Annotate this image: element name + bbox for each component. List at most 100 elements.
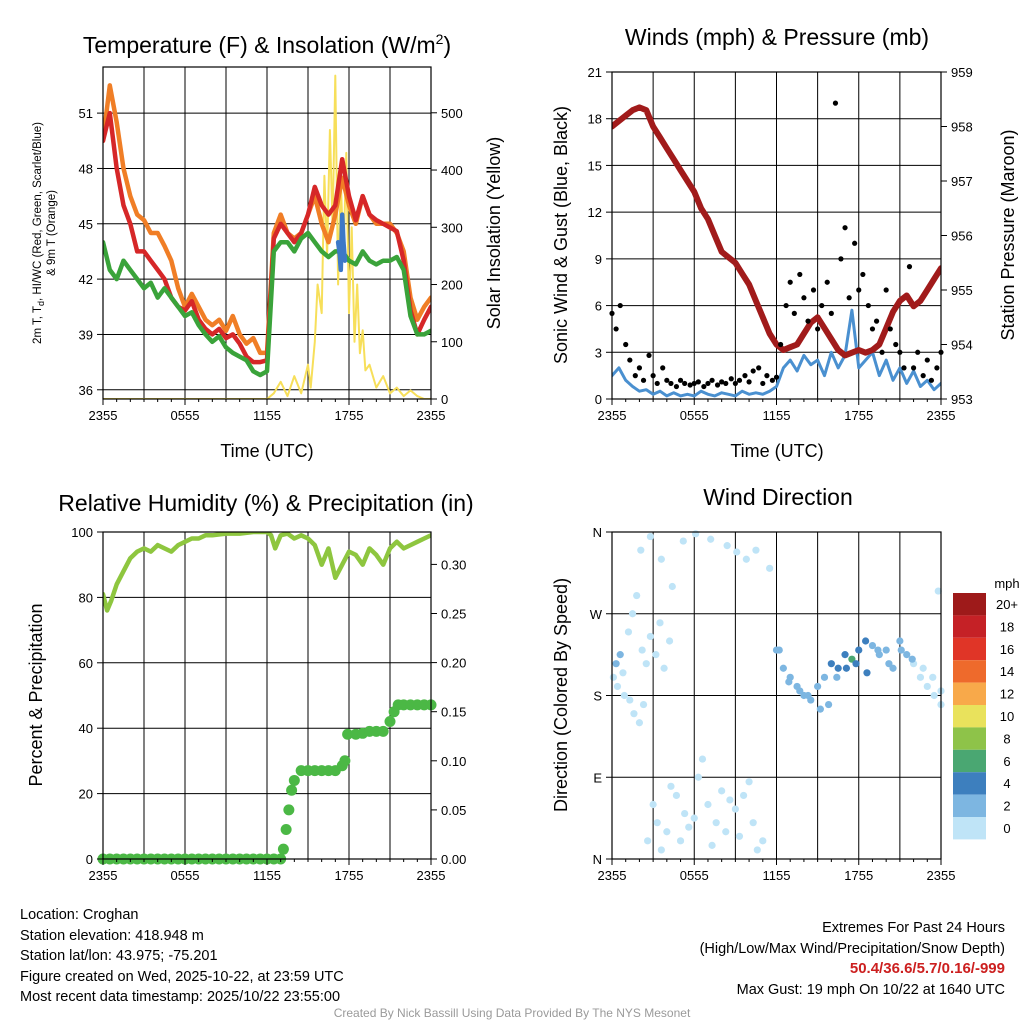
rh-y2tick-label: 0.20 xyxy=(441,656,466,671)
gust-point xyxy=(714,382,721,388)
gust-point xyxy=(632,373,638,379)
gust-point xyxy=(613,326,619,332)
colorbar-swatch xyxy=(953,660,986,683)
direction-point xyxy=(668,582,676,591)
rh-title: Relative Humidity (%) & Precipitation (i… xyxy=(58,490,473,516)
gust-point xyxy=(682,380,688,387)
direction-point xyxy=(698,755,707,763)
gust-point xyxy=(852,240,858,246)
rh-y2tick-label: 0.00 xyxy=(441,852,466,867)
rh-y2tick-label: 0.10 xyxy=(441,754,466,769)
gust-point xyxy=(910,365,917,371)
dir-xtick-label: 2355 xyxy=(598,868,627,883)
temp-ytick-label: 51 xyxy=(79,106,93,121)
dir-ytick-label: S xyxy=(593,689,602,704)
gust-point xyxy=(764,373,770,379)
precip-point xyxy=(384,716,396,728)
wind-xtick-label: 2355 xyxy=(927,408,956,423)
colorbar-label: 10 xyxy=(1000,709,1014,724)
gust-point xyxy=(623,341,629,348)
wind-xtick-label: 0555 xyxy=(680,408,709,423)
wind-ytick-label: 15 xyxy=(588,158,602,173)
colorbar-swatch xyxy=(953,794,986,817)
gust-point xyxy=(668,380,674,387)
gust-point xyxy=(687,382,693,388)
gust-point xyxy=(846,295,852,301)
gust-point xyxy=(654,380,660,387)
recent-data-text: Most recent data timestamp: 2025/10/22 2… xyxy=(20,989,341,1005)
temp-ytick-label: 42 xyxy=(79,272,93,287)
direction-point xyxy=(745,778,753,786)
rh-ytick-label: 0 xyxy=(86,852,93,867)
created-text: Figure created on Wed, 2025-10-22, at 23… xyxy=(20,968,344,985)
gust-point xyxy=(838,256,844,262)
colorbar-label: 0 xyxy=(1003,821,1010,836)
colorbar-label: 16 xyxy=(1000,642,1014,657)
direction-point xyxy=(929,673,937,681)
colorbar-label: 6 xyxy=(1003,754,1010,769)
temp-xlabel: Time (UTC) xyxy=(220,441,313,461)
gust-point xyxy=(856,287,862,293)
direction-point xyxy=(749,819,757,827)
wind-xtick-label: 1155 xyxy=(763,408,791,423)
gust-point xyxy=(901,365,907,371)
gust-point xyxy=(750,368,756,374)
direction-point xyxy=(718,787,726,795)
direction-point xyxy=(639,700,648,709)
direction-point xyxy=(612,660,620,668)
gust-point xyxy=(860,271,866,278)
direction-point xyxy=(707,535,715,543)
gust-point xyxy=(664,377,670,383)
temp-title-sup: 2 xyxy=(436,31,444,47)
temp-xtick-label: 0555 xyxy=(171,408,200,423)
wind-ytick-label: 9 xyxy=(595,252,602,267)
rh-ytick-label: 40 xyxy=(79,721,93,736)
colorbar-label: 2 xyxy=(1003,799,1010,814)
wind-y2tick-label: 958 xyxy=(951,120,973,135)
gust-point xyxy=(760,380,766,387)
direction-point xyxy=(897,646,905,654)
direction-point xyxy=(785,678,793,686)
rh-y2tick-label: 0.30 xyxy=(441,557,466,572)
precip-point xyxy=(277,843,289,855)
colorbar-swatch xyxy=(953,705,986,728)
temp-xtick-label: 2355 xyxy=(89,408,118,423)
colorbar-label: 18 xyxy=(1000,619,1014,634)
direction-point xyxy=(653,819,661,827)
gust-point xyxy=(883,287,889,293)
extremes-title: Extremes For Past 24 Hours xyxy=(822,920,1005,936)
direction-point xyxy=(663,828,671,836)
colorbar-swatch xyxy=(953,682,986,705)
dir-ytick-label: W xyxy=(590,607,603,622)
colorbar-swatch xyxy=(953,727,986,750)
gust-point xyxy=(893,341,899,348)
wind-y2tick-label: 955 xyxy=(951,283,973,298)
direction-point xyxy=(685,823,693,831)
temp-ytick-label: 39 xyxy=(79,327,93,342)
direction-point xyxy=(841,651,849,659)
direction-point xyxy=(862,637,870,645)
temp-ylabel-line2: & 9m T (Orange) xyxy=(46,190,58,276)
gust-point xyxy=(824,279,830,285)
direction-point xyxy=(694,773,702,781)
extremes-subtitle: (High/Low/Max Wind/Precipitation/Snow De… xyxy=(699,940,1005,957)
gust-point xyxy=(778,341,784,348)
precip-point xyxy=(342,728,354,740)
wind-y2tick-label: 954 xyxy=(951,338,973,353)
direction-point xyxy=(934,587,942,595)
gust-point xyxy=(924,357,930,363)
direction-point xyxy=(656,619,664,627)
dir-xtick-label: 1755 xyxy=(844,868,873,883)
temp-title-end: ) xyxy=(443,32,451,58)
direction-point xyxy=(930,691,938,700)
gust-point xyxy=(701,383,707,390)
direction-point xyxy=(834,664,842,672)
colorbar-unit: mph xyxy=(994,576,1019,591)
direction-point xyxy=(855,646,863,654)
direction-point xyxy=(635,719,644,727)
direction-point xyxy=(633,591,641,600)
gust-point xyxy=(832,100,839,106)
max-gust-text: Max Gust: 19 mph On 10/22 at 1640 UTC xyxy=(736,981,1005,998)
gust-point xyxy=(797,271,803,278)
